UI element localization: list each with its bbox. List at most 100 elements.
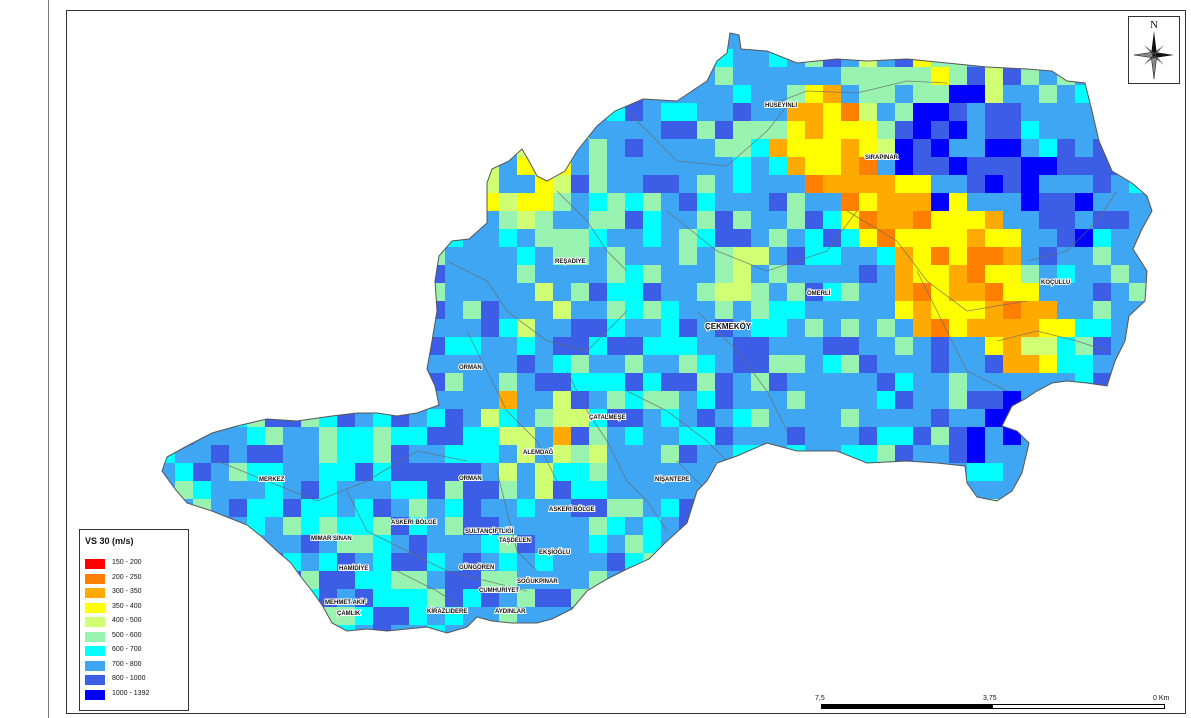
vs30-cell bbox=[1021, 445, 1040, 464]
vs30-cell bbox=[517, 103, 536, 122]
vs30-cell bbox=[769, 355, 788, 374]
vs30-cell bbox=[607, 373, 626, 392]
vs30-cell bbox=[373, 517, 392, 536]
vs30-cell bbox=[859, 67, 878, 86]
vs30-cell bbox=[211, 229, 230, 248]
vs30-cell bbox=[463, 49, 482, 68]
vs30-cell bbox=[769, 157, 788, 176]
vs30-cell bbox=[211, 373, 230, 392]
vs30-cell bbox=[535, 319, 554, 338]
vs30-cell bbox=[949, 139, 968, 158]
vs30-cell bbox=[463, 211, 482, 230]
vs30-cell bbox=[1147, 265, 1152, 284]
vs30-cell bbox=[751, 571, 770, 590]
vs30-cell bbox=[1003, 499, 1022, 518]
vs30-cell bbox=[949, 355, 968, 374]
vs30-cell bbox=[805, 373, 824, 392]
vs30-cell bbox=[355, 589, 374, 608]
vs30-cell bbox=[517, 373, 536, 392]
vs30-cell bbox=[787, 265, 806, 284]
vs30-cell bbox=[409, 463, 428, 482]
vs30-cell bbox=[247, 607, 266, 626]
vs30-cell bbox=[193, 103, 212, 122]
vs30-cell bbox=[841, 607, 860, 626]
vs30-cell bbox=[769, 139, 788, 158]
vs30-cell bbox=[1129, 319, 1148, 338]
vs30-cell bbox=[283, 517, 302, 536]
vs30-cell bbox=[481, 517, 500, 536]
vs30-cell bbox=[949, 571, 968, 590]
vs30-cell bbox=[1093, 175, 1112, 194]
label-kirazlidere: KİRAZLIDERE bbox=[427, 608, 467, 615]
vs30-cell bbox=[1039, 265, 1058, 284]
vs30-cell bbox=[1129, 445, 1148, 464]
vs30-cell bbox=[967, 625, 986, 633]
vs30-cell bbox=[1111, 337, 1130, 356]
vs30-cell bbox=[1111, 193, 1130, 212]
vs30-cell bbox=[283, 625, 302, 633]
compass-rose-icon bbox=[1133, 31, 1174, 80]
vs30-cell bbox=[751, 481, 770, 500]
vs30-cell bbox=[1003, 589, 1022, 608]
vs30-cell bbox=[787, 283, 806, 302]
vs30-cell bbox=[463, 247, 482, 266]
vs30-cell bbox=[1147, 319, 1152, 338]
vs30-cell bbox=[175, 301, 194, 320]
vs30-cell bbox=[229, 175, 248, 194]
vs30-cell bbox=[913, 175, 932, 194]
vs30-cell bbox=[895, 67, 914, 86]
vs30-cell bbox=[427, 121, 446, 140]
vs30-cell bbox=[571, 517, 590, 536]
vs30-cell bbox=[913, 85, 932, 104]
vs30-cell bbox=[1003, 85, 1022, 104]
vs30-cell bbox=[733, 67, 752, 86]
vs30-cell bbox=[553, 175, 572, 194]
vs30-cell bbox=[409, 49, 428, 68]
vs30-cell bbox=[571, 571, 590, 590]
vs30-cell bbox=[751, 445, 770, 464]
vs30-cell bbox=[661, 355, 680, 374]
vs30-cell bbox=[841, 49, 860, 68]
vs30-cell bbox=[733, 589, 752, 608]
vs30-cell bbox=[715, 103, 734, 122]
vs30-cell bbox=[499, 85, 518, 104]
vs30-cell bbox=[823, 607, 842, 626]
vs30-cell bbox=[517, 85, 536, 104]
vs30-cell bbox=[162, 283, 176, 302]
vs30-cell bbox=[751, 33, 770, 50]
vs30-cell bbox=[967, 85, 986, 104]
vs30-cell bbox=[162, 301, 176, 320]
vs30-cell bbox=[265, 139, 284, 158]
vs30-cell bbox=[1129, 157, 1148, 176]
vs30-grid bbox=[162, 33, 1152, 633]
vs30-cell bbox=[607, 625, 626, 633]
vs30-cell bbox=[1039, 553, 1058, 572]
vs30-cell bbox=[162, 139, 176, 158]
vs30-cell bbox=[229, 85, 248, 104]
vs30-cell bbox=[265, 499, 284, 518]
vs30-cell bbox=[1129, 193, 1148, 212]
vs30-cell bbox=[1057, 157, 1076, 176]
vs30-cell bbox=[715, 571, 734, 590]
vs30-cell bbox=[301, 625, 320, 633]
vs30-cell bbox=[913, 283, 932, 302]
vs30-cell bbox=[1093, 211, 1112, 230]
vs30-cell bbox=[625, 175, 644, 194]
vs30-cell bbox=[1057, 33, 1076, 50]
vs30-cell bbox=[283, 553, 302, 572]
vs30-cell bbox=[391, 391, 410, 410]
vs30-cell bbox=[229, 427, 248, 446]
vs30-cell bbox=[607, 571, 626, 590]
vs30-cell bbox=[589, 463, 608, 482]
vs30-cell bbox=[337, 103, 356, 122]
vs30-cell bbox=[337, 553, 356, 572]
vs30-cell bbox=[517, 481, 536, 500]
vs30-cell bbox=[481, 445, 500, 464]
vs30-cell bbox=[931, 409, 950, 428]
vs30-cell bbox=[661, 337, 680, 356]
vs30-cell bbox=[967, 589, 986, 608]
vs30-cell bbox=[823, 481, 842, 500]
vs30-cell bbox=[162, 193, 176, 212]
vs30-cell bbox=[805, 589, 824, 608]
vs30-cell bbox=[1147, 337, 1152, 356]
